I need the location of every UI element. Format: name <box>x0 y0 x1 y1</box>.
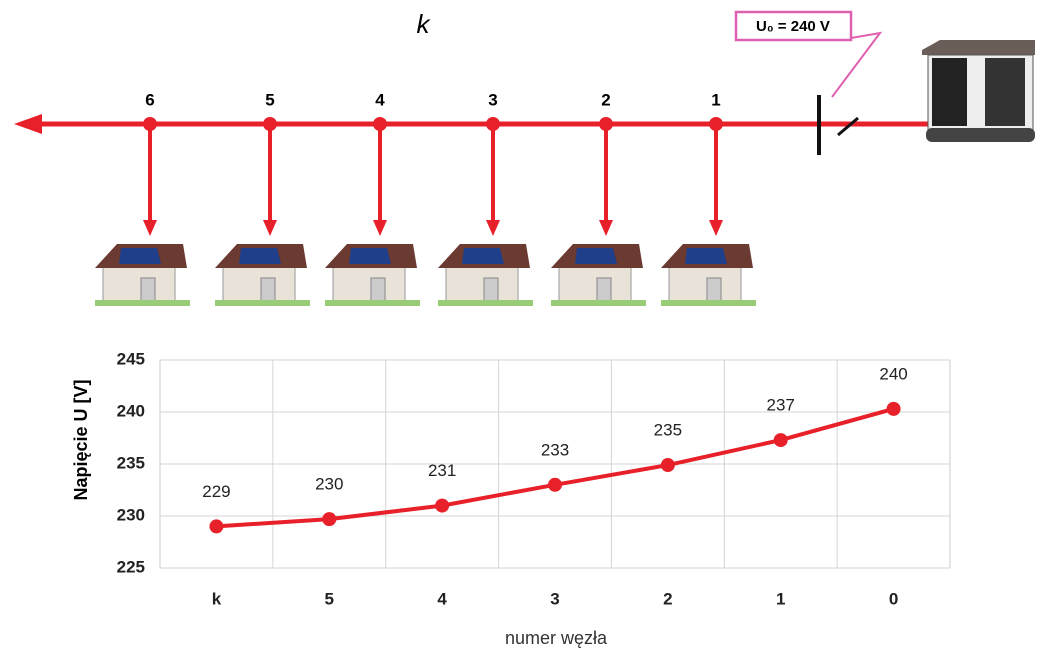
house-door <box>261 278 275 302</box>
value-label: 235 <box>654 421 682 440</box>
x-tick-label: 0 <box>889 589 898 608</box>
house-wall <box>223 266 295 302</box>
house-wall <box>559 266 631 302</box>
transformer <box>922 40 1035 142</box>
label-k: k <box>417 9 432 39</box>
house <box>661 244 756 306</box>
moon-icon <box>540 62 562 90</box>
branch-arrow <box>373 220 387 236</box>
node-label: 1 <box>711 90 720 109</box>
house-wall <box>446 266 518 302</box>
house-door <box>707 278 721 302</box>
house-door <box>371 278 385 302</box>
point <box>209 519 223 533</box>
point <box>548 478 562 492</box>
node-label: 6 <box>145 90 154 109</box>
branch-arrow <box>486 220 500 236</box>
solar-panel <box>462 248 504 264</box>
value-label: 230 <box>315 475 343 494</box>
house <box>438 244 533 306</box>
x-axis-title: numer węzła <box>505 628 608 648</box>
lawn <box>95 300 190 306</box>
x-tick-label: 5 <box>325 589 334 608</box>
point <box>661 458 675 472</box>
house-door <box>141 278 155 302</box>
y-tick-label: 225 <box>117 557 145 576</box>
solar-panel <box>239 248 281 264</box>
house <box>95 244 190 306</box>
house-wall <box>333 266 405 302</box>
lawn <box>215 300 310 306</box>
house-door <box>484 278 498 302</box>
point <box>887 402 901 416</box>
lawn <box>661 300 756 306</box>
house-wall <box>103 266 175 302</box>
x-tick-label: 2 <box>663 589 672 608</box>
value-label: 231 <box>428 461 456 480</box>
house-door <box>597 278 611 302</box>
lawn <box>325 300 420 306</box>
value-label: 229 <box>202 482 230 501</box>
y-axis-title: Napięcie U [V] <box>71 379 91 500</box>
source-pointer <box>832 33 880 97</box>
house <box>325 244 420 306</box>
solar-panel <box>119 248 161 264</box>
branch-arrow <box>143 220 157 236</box>
branch-arrow <box>599 220 613 236</box>
lawn <box>438 300 533 306</box>
point <box>322 512 336 526</box>
value-label: 240 <box>879 364 907 383</box>
lawn <box>551 300 646 306</box>
house <box>215 244 310 306</box>
source-label: U₀ = 240 V <box>756 18 830 35</box>
point <box>435 499 449 513</box>
page: {"diagram": {"label_k": "k", "source_lab… <box>0 0 1038 657</box>
x-tick-label: 1 <box>776 589 785 608</box>
house-wall <box>669 266 741 302</box>
value-label: 237 <box>767 396 795 415</box>
x-tick-label: 3 <box>550 589 559 608</box>
y-tick-label: 230 <box>117 505 145 524</box>
x-tick-label: k <box>212 589 222 608</box>
branch-arrow <box>709 220 723 236</box>
branch-arrow <box>263 220 277 236</box>
house <box>551 244 646 306</box>
figure: k U₀ = 240 V 6 5 4 3 2 1 Napięcie U [V] numer… <box>0 0 1038 657</box>
node-label: 2 <box>601 90 610 109</box>
x-tick-label: 4 <box>437 589 447 608</box>
node-label: 4 <box>375 90 385 109</box>
solar-panel <box>349 248 391 264</box>
y-tick-label: 240 <box>117 401 145 420</box>
solar-panel <box>575 248 617 264</box>
solar-panel <box>685 248 727 264</box>
y-tick-label: 245 <box>117 349 145 368</box>
point <box>774 433 788 447</box>
node-label: 3 <box>488 90 497 109</box>
node-label: 5 <box>265 90 274 109</box>
feeder-arrow <box>14 114 42 134</box>
value-label: 233 <box>541 440 569 459</box>
series-line <box>216 409 893 527</box>
y-tick-label: 235 <box>117 453 145 472</box>
